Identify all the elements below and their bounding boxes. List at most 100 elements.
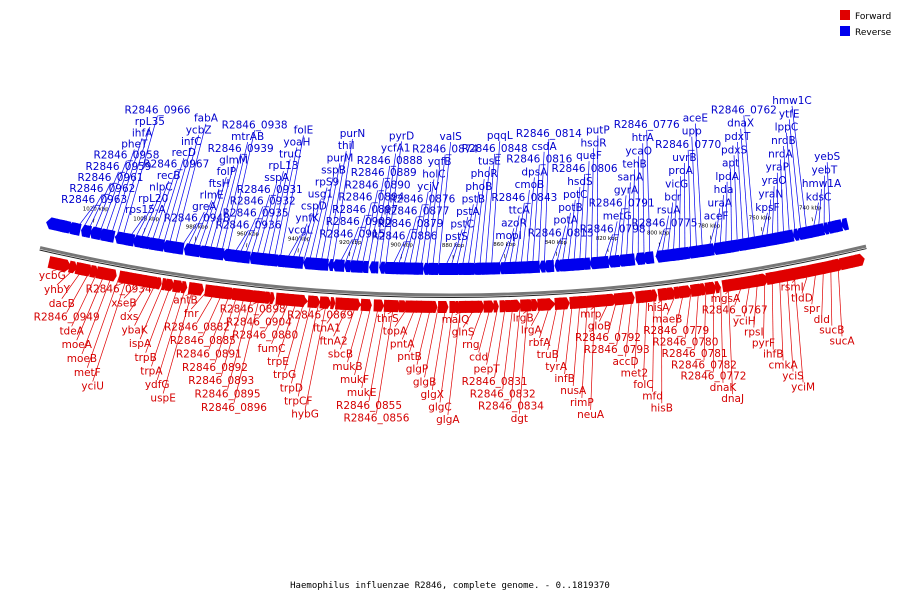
label-leader-ycbg [52,265,69,272]
gene-label-folc: folC [633,379,653,391]
label-leader-r2846-0775 [655,228,665,258]
gene-label-dacb: dacB [49,298,75,310]
label-leader-vcgl [285,235,301,262]
gene-label-r2846-0770: R2846_0770 [655,139,721,151]
label-leader-r2846-0876 [408,204,423,269]
gene-feature [300,294,307,308]
label-leader-azor [502,228,515,269]
gene-label-mukf: mukF [340,374,369,386]
gene-label-ftna2: ftnA2 [320,335,348,347]
gene-label-vicg: vicG [665,178,688,190]
label-leader-rpl20 [133,203,154,241]
gene-label-r2846-0967: R2846_0967 [143,159,209,171]
gene-label-r2846-0891: R2846_0891 [176,348,242,360]
gene-feature [726,239,740,253]
label-leader-dnax [740,128,750,244]
gene-label-r2846-0935: R2846_0935 [223,208,289,220]
label-leader-kpsf [760,212,768,242]
label-leader-r2846-0882 [196,291,216,323]
label-leader-r2846-0848 [485,153,496,269]
tick-mark [811,217,814,222]
label-leader-dxs [128,281,150,313]
tick-mark [760,227,763,232]
gene-feature [831,258,842,272]
gene-feature [831,219,844,233]
gene-label-acef: aceF [704,211,729,223]
gene-feature [156,277,162,290]
gene-label-bcr: bcr [664,191,681,203]
gene-label-rbfa: rbfA [529,337,552,349]
label-leader-ihfa [110,138,143,237]
label-leader-moeb [81,274,113,355]
label-leader-apt [730,168,732,247]
label-leader-maeb [666,292,677,315]
tick-label: 740 kbp [799,205,822,211]
gene-label-r2846-0934: R2846_0934 [86,284,152,296]
label-leader-ybak [134,282,157,326]
label-leader-glgp [416,306,432,365]
label-leader-quef [585,161,590,264]
gene-label-glgc: glgC [428,401,452,413]
gene-label-ihfb: ihfB [763,349,783,361]
gene-feature [83,225,93,239]
label-leader-r2846-0958 [98,160,127,234]
label-leader-dacb [61,269,84,299]
label-leader-yrap [776,172,779,239]
label-leader-ispa [139,283,164,340]
legend-forward-label: Forward [855,12,891,22]
label-leader-thrs [387,306,402,315]
gene-label-mtrab: mtrAB [231,131,264,143]
gene-label-r2846-0936: R2846_0936 [215,219,281,231]
label-leader-r2846-0856 [376,306,394,414]
label-leader-grea [185,211,205,250]
gene-feature [840,217,850,231]
gene-label-ycfa1: ycfA1 [381,143,411,155]
forward-features-track [47,253,865,313]
label-leader-r2846-0869 [319,302,335,311]
gene-label-pyrd: pyrD [389,130,414,142]
gene-label-csda: csdA [532,141,558,153]
label-leader-ihfb [771,278,774,350]
label-leader-trpe [277,300,298,358]
gene-feature [62,259,69,272]
label-leader-r2846-0932 [244,206,264,258]
gene-label-rps15-a: rps15-A [125,204,166,216]
gene-label-nusa: nusA [560,385,587,397]
tick-label: 940 kbp [288,236,311,242]
label-leader-ycih [743,281,751,317]
gene-label-thii: thiI [338,140,355,152]
gene-label-purn: purN [340,128,366,140]
gene-label-r2846-0806: R2846_0806 [552,163,618,175]
label-leader-vals [438,141,452,269]
gene-label-trpe: trpE [267,356,289,368]
label-leader-kdsc [812,202,819,232]
gene-label-psts: pstS [445,231,468,243]
gene-feature [311,295,321,309]
label-leader-thii [326,151,347,265]
label-leader-trpb [145,285,172,353]
gene-label-trub: truB [537,349,559,361]
gene-label-mopi: mopI [495,230,521,242]
label-leader-r2846-0855 [368,305,387,401]
label-leader-mgsa [725,284,736,295]
gene-feature [105,229,116,243]
gene-feature [269,292,275,305]
label-leader-upp [691,136,697,252]
gene-feature [444,262,459,275]
gene-label-infb: infB [554,373,574,385]
gene-label-topa: topA [383,326,408,338]
label-leader-rbfa [539,304,551,338]
label-leader-metf [86,276,120,368]
label-leader-holc [420,179,435,269]
label-leader-lpda [725,181,728,248]
tick-label: 900 kbp [390,242,413,248]
gene-label-ycbg: ycbG [39,270,66,282]
label-leader-yoah [273,147,298,261]
gene-label-fnr: fnr [184,308,199,320]
label-leader-antb [185,289,201,297]
label-leader-uraa [713,208,721,250]
gene-label-hsdr: hsdR [580,137,606,149]
label-leader-metg [608,221,618,262]
gene-feature [216,247,225,261]
gene-label-glmm: glmM [219,154,248,166]
